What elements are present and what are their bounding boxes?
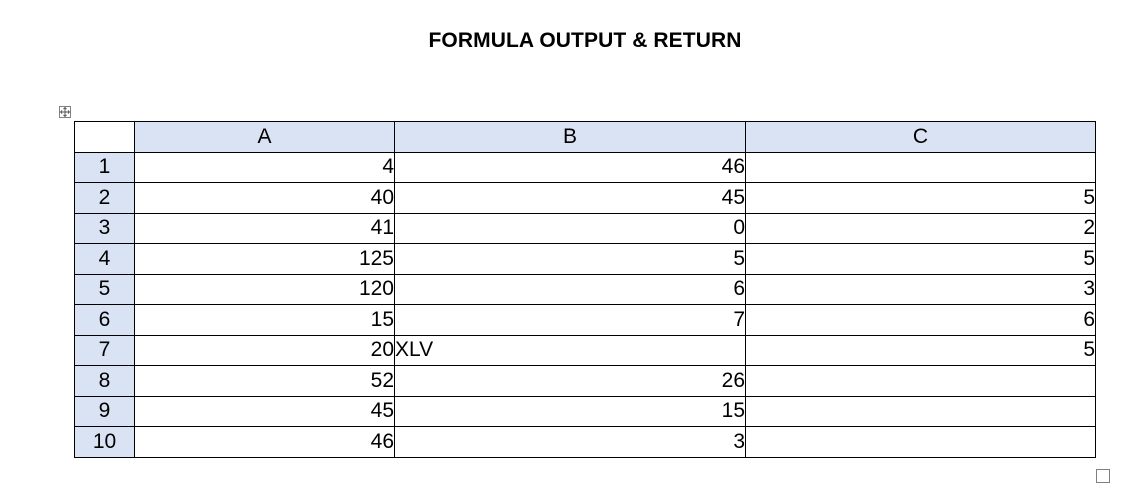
corner-cell[interactable] — [74, 121, 135, 153]
cell-a[interactable]: 20 — [134, 334, 395, 366]
table-row: 4 125 5 5 — [74, 243, 1096, 275]
cell-a[interactable]: 120 — [134, 273, 395, 305]
column-header-c[interactable]: C — [745, 121, 1096, 153]
row-header[interactable]: 4 — [74, 243, 135, 275]
cell-b[interactable]: 3 — [394, 426, 746, 458]
row-header[interactable]: 5 — [74, 273, 135, 305]
cell-c[interactable]: 6 — [745, 304, 1096, 336]
document-title: FORMULA OUTPUT & RETURN — [428, 29, 742, 52]
cell-a[interactable]: 4 — [134, 151, 395, 183]
cell-a[interactable]: 15 — [134, 304, 395, 336]
cell-a[interactable]: 45 — [134, 395, 395, 427]
cell-c[interactable] — [745, 365, 1096, 397]
cell-a[interactable]: 52 — [134, 365, 395, 397]
cell-c[interactable]: 5 — [745, 334, 1096, 366]
row-header[interactable]: 6 — [74, 304, 135, 336]
table-row: 6 15 7 6 — [74, 304, 1096, 336]
table-row: 1 4 46 — [74, 151, 1096, 183]
cell-b[interactable]: 0 — [394, 212, 746, 244]
cell-c[interactable]: 2 — [745, 212, 1096, 244]
row-header[interactable]: 9 — [74, 395, 135, 427]
table-row: 7 20 XLV 5 — [74, 334, 1096, 366]
cell-b[interactable]: XLV — [394, 334, 746, 366]
row-header[interactable]: 3 — [74, 212, 135, 244]
row-header[interactable]: 8 — [74, 365, 135, 397]
column-header-a[interactable]: A — [134, 121, 395, 153]
table-row: 3 41 0 2 — [74, 212, 1096, 244]
table-move-arrows — [60, 107, 70, 117]
row-header[interactable]: 10 — [74, 426, 135, 458]
cell-b[interactable]: 7 — [394, 304, 746, 336]
cell-b[interactable]: 6 — [394, 273, 746, 305]
cell-b[interactable]: 5 — [394, 243, 746, 275]
table-row: 5 120 6 3 — [74, 273, 1096, 305]
cell-b[interactable]: 46 — [394, 151, 746, 183]
cell-c[interactable]: 5 — [745, 182, 1096, 214]
cell-c[interactable] — [745, 426, 1096, 458]
column-header-b[interactable]: B — [394, 121, 746, 153]
cell-c[interactable] — [745, 151, 1096, 183]
cell-a[interactable]: 41 — [134, 212, 395, 244]
table-row: 8 52 26 — [74, 365, 1096, 397]
row-header[interactable]: 1 — [74, 151, 135, 183]
cell-c[interactable]: 5 — [745, 243, 1096, 275]
table-row: 9 45 15 — [74, 395, 1096, 427]
cell-a[interactable]: 46 — [134, 426, 395, 458]
cell-c[interactable] — [745, 395, 1096, 427]
table-row: 2 40 45 5 — [74, 182, 1096, 214]
cell-b[interactable]: 15 — [394, 395, 746, 427]
cell-a[interactable]: 40 — [134, 182, 395, 214]
data-table: A B C 1 4 46 2 40 45 5 3 41 0 2 4 125 5 … — [74, 121, 1096, 458]
cell-b[interactable]: 45 — [394, 182, 746, 214]
cell-a[interactable]: 125 — [134, 243, 395, 275]
table-move-icon[interactable] — [59, 106, 71, 118]
cell-c[interactable]: 3 — [745, 273, 1096, 305]
row-header[interactable]: 2 — [74, 182, 135, 214]
row-header[interactable]: 7 — [74, 334, 135, 366]
table-resize-icon[interactable] — [1096, 469, 1110, 483]
cell-b[interactable]: 26 — [394, 365, 746, 397]
header-row: A B C — [74, 121, 1096, 153]
table-row: 10 46 3 — [74, 426, 1096, 458]
